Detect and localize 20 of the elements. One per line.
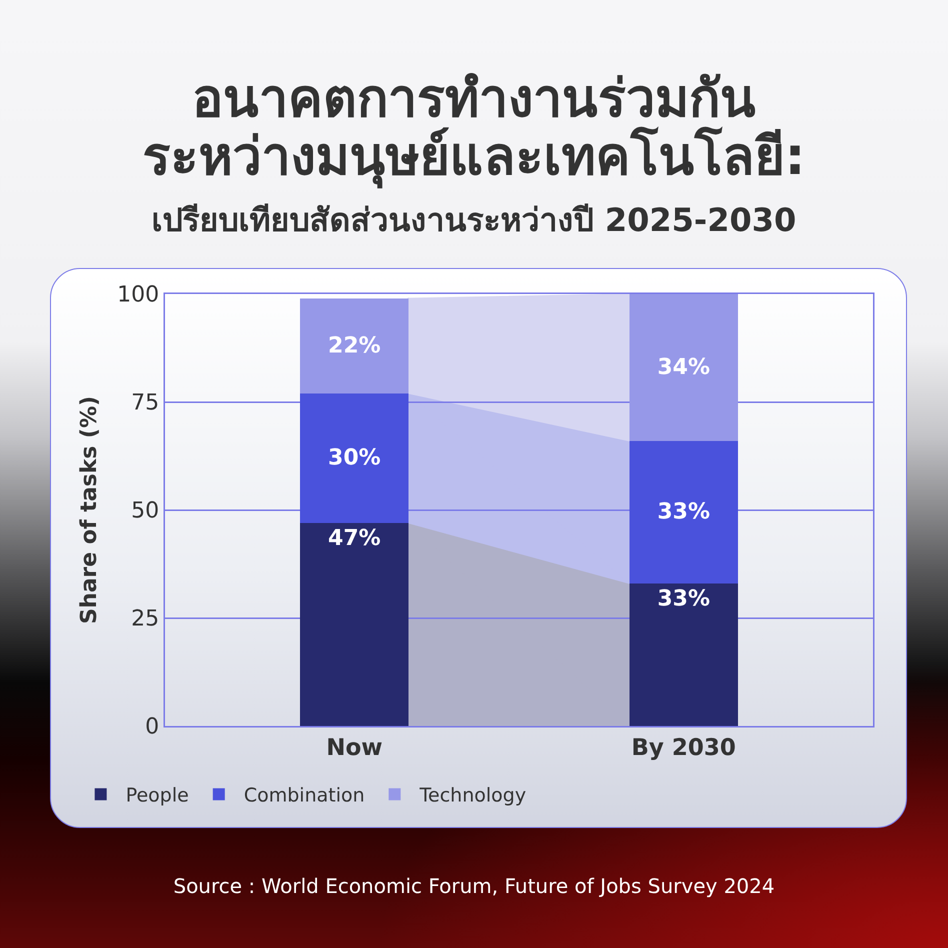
- data-label: 47%: [328, 525, 380, 550]
- chart-title: อนาคตการทำงานร่วมกัน ระหว่างมนุษย์และเทคโนโลยี:: [142, 69, 806, 187]
- x-tick-label: By 2030: [630, 734, 736, 761]
- y-tick-label: 75: [130, 390, 159, 416]
- y-tick-label: 0: [144, 714, 159, 740]
- chart-subtitle: เปรียบเทียบสัดส่วนงานระหว่างปี 2025-2030: [150, 200, 798, 241]
- x-tick-label: Now: [326, 734, 382, 761]
- y-tick-label: 25: [130, 606, 159, 632]
- legend-label: People: [125, 784, 188, 806]
- y-axis-title: Share of tasks (%): [76, 395, 102, 624]
- legend-label: Combination: [243, 784, 364, 806]
- y-tick-label: 50: [130, 498, 159, 524]
- legend-label: Technology: [418, 784, 526, 806]
- data-label: 30%: [328, 445, 380, 470]
- data-label: 34%: [656, 354, 710, 380]
- data-label: 33%: [656, 586, 710, 611]
- data-label: 33%: [656, 499, 710, 524]
- data-label: 22%: [328, 332, 380, 358]
- source-note: Source : World Economic Forum, Future of Jobs Survey 2024: [172, 873, 776, 900]
- y-tick-label: 100: [116, 282, 159, 308]
